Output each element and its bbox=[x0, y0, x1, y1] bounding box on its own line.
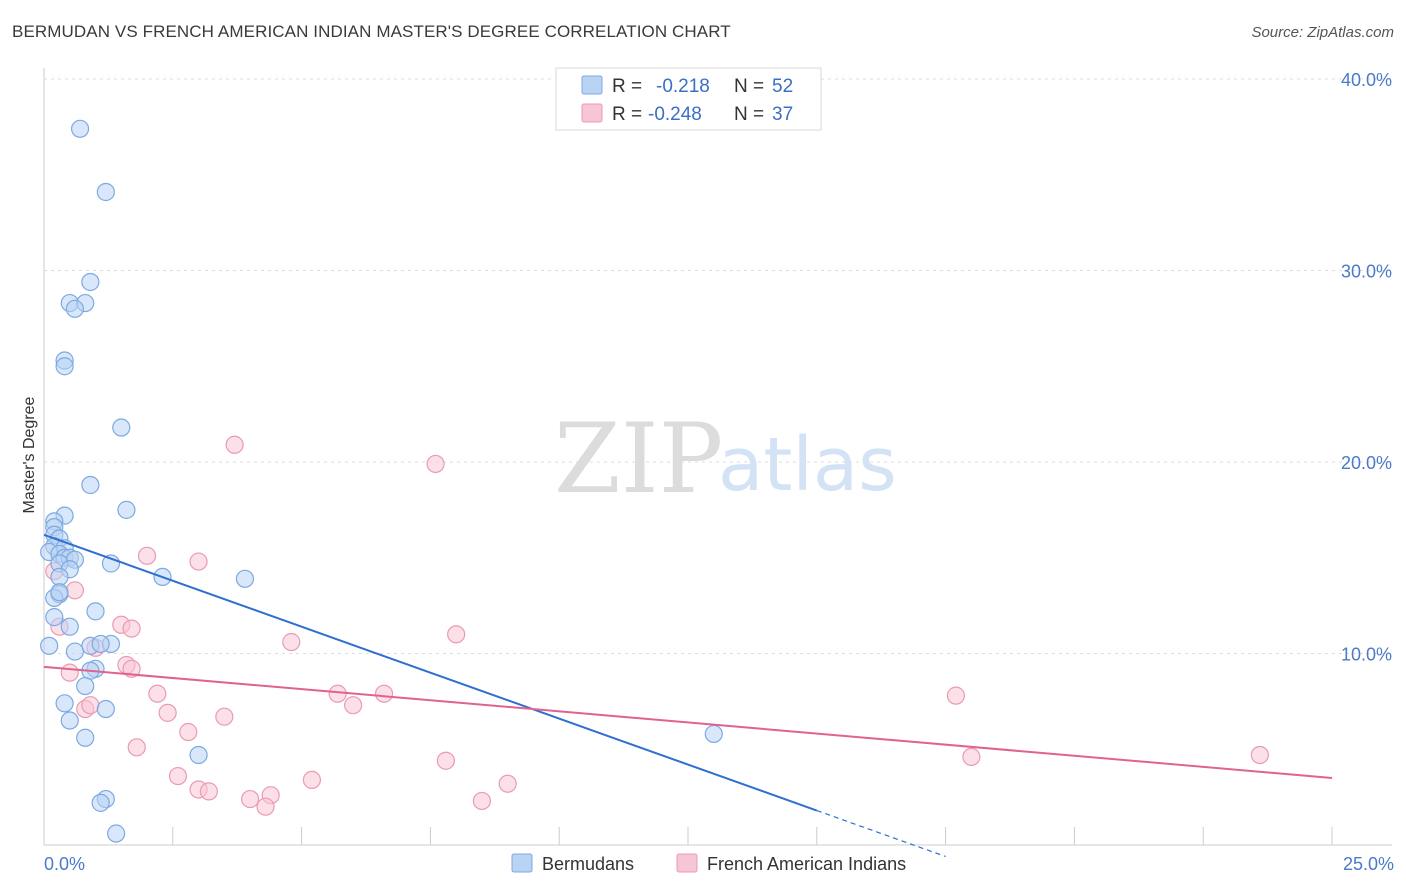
bermudans-point-51 bbox=[50, 583, 69, 602]
bermudans-point-1 bbox=[96, 182, 115, 202]
bermudans-point-2 bbox=[81, 272, 100, 292]
bermudans-point-33 bbox=[60, 617, 79, 636]
legend-pink-n-value: 37 bbox=[772, 104, 793, 125]
french-american-indians-point-20 bbox=[215, 707, 234, 726]
legend-bottom-blue-swatch bbox=[511, 853, 533, 873]
axes bbox=[43, 68, 1392, 846]
bermudans-point-41 bbox=[55, 694, 74, 713]
french-american-indians-point-3 bbox=[189, 552, 208, 571]
french-american-indians-point-25 bbox=[127, 738, 146, 757]
french-american-indians-point-22 bbox=[81, 696, 100, 715]
y-tick-label-0: 10.0% bbox=[1341, 645, 1392, 665]
french-american-indians-point-21 bbox=[344, 696, 363, 715]
french-american-indians-point-19 bbox=[158, 703, 177, 722]
legend-pink-r-value: -0.248 bbox=[648, 104, 702, 125]
bermudans-point-40 bbox=[76, 676, 95, 696]
bermudans-point-43 bbox=[60, 711, 79, 730]
legend-blue-r-value: -0.218 bbox=[656, 76, 710, 97]
legend-pink-r-label: R = bbox=[612, 104, 642, 125]
french-american-indians-point-17 bbox=[374, 684, 394, 703]
legend-pink-swatch bbox=[581, 103, 603, 123]
bermudans-point-46 bbox=[704, 724, 723, 744]
bermudans-point-5 bbox=[65, 299, 85, 318]
bermudans-point-10 bbox=[117, 500, 136, 519]
french-american-indians-point-33 bbox=[199, 782, 218, 801]
legend-blue-n-label: N = bbox=[734, 76, 764, 97]
bermudans-trend-extension bbox=[816, 809, 946, 858]
bermudans-point-44 bbox=[76, 728, 95, 747]
french-american-indians-point-29 bbox=[168, 766, 188, 786]
bermudans-point-8 bbox=[112, 418, 131, 437]
bermudans-point-37 bbox=[65, 642, 85, 661]
french-american-indians-point-1 bbox=[426, 454, 445, 474]
chart-title: BERMUDAN VS FRENCH AMERICAN INDIAN MASTE… bbox=[12, 22, 731, 41]
french-american-indians-point-36 bbox=[256, 797, 275, 816]
french-american-indians-point-5 bbox=[65, 581, 85, 600]
y-tick-label-3: 40.0% bbox=[1341, 70, 1392, 90]
bermudans-point-42 bbox=[96, 699, 115, 719]
grid-lines bbox=[44, 78, 1392, 654]
trend-lines bbox=[43, 533, 1333, 858]
legend-bottom-pink-swatch bbox=[676, 853, 698, 873]
legend-top: R = -0.218 N = 52 R = -0.248 N = 37 bbox=[555, 67, 822, 131]
bermudans-point-48 bbox=[91, 793, 110, 812]
french-american-indians-point-30 bbox=[302, 770, 322, 789]
french-american-indians-point-28 bbox=[1250, 745, 1269, 765]
bermudans-point-0 bbox=[70, 119, 90, 138]
legend-bottom-french-american-indians: French American Indians bbox=[707, 854, 906, 874]
x-tick-label-0: 0.0% bbox=[44, 854, 85, 874]
y-tick-label-1: 20.0% bbox=[1341, 453, 1392, 473]
bermudans-point-36 bbox=[40, 636, 59, 655]
legend-blue-n-value: 52 bbox=[772, 76, 793, 97]
x-tick-label-1: 25.0% bbox=[1343, 854, 1394, 874]
series-french-american-indians-points bbox=[45, 435, 1269, 816]
y-tick-labels: 10.0% 20.0% 30.0% 40.0% bbox=[1341, 70, 1392, 665]
legend-bottom: Bermudans French American Indians bbox=[511, 853, 906, 874]
watermark-zip: ZIP bbox=[554, 403, 723, 515]
bermudans-point-26 bbox=[50, 567, 69, 587]
x-tick-labels: 0.0% 25.0% bbox=[44, 854, 1394, 874]
legend-bottom-bermudans: Bermudans bbox=[542, 854, 634, 874]
y-axis-label: Master's Degree bbox=[21, 396, 38, 513]
bermudans-point-50 bbox=[91, 634, 110, 654]
legend-blue-r-label: R = bbox=[612, 76, 642, 97]
y-tick-label-2: 30.0% bbox=[1341, 262, 1392, 282]
french-american-indians-point-9 bbox=[447, 625, 466, 644]
bermudans-point-9 bbox=[81, 475, 100, 495]
french-american-indians-point-23 bbox=[946, 686, 966, 705]
french-american-indians-point-15 bbox=[148, 684, 167, 703]
bermudans-trend-line bbox=[43, 533, 818, 812]
french-american-indians-point-0 bbox=[225, 435, 244, 454]
watermark-atlas: atlas bbox=[718, 422, 897, 508]
bermudans-point-31 bbox=[86, 602, 105, 621]
legend-pink-n-label: N = bbox=[734, 104, 764, 125]
french-american-indians-point-13 bbox=[122, 659, 141, 678]
bermudans-point-45 bbox=[189, 745, 208, 765]
french-american-indians-point-26 bbox=[436, 751, 455, 770]
bermudans-point-32 bbox=[45, 608, 64, 627]
series-bermudans-points bbox=[40, 119, 723, 843]
french-american-indians-point-24 bbox=[179, 722, 198, 742]
bermudans-point-28 bbox=[235, 569, 255, 588]
bermudans-point-49 bbox=[107, 824, 126, 843]
french-american-indians-point-37 bbox=[472, 791, 492, 811]
french-american-indians-point-10 bbox=[282, 632, 301, 652]
watermark: ZIP atlas bbox=[554, 403, 897, 515]
bermudans-point-7 bbox=[55, 357, 74, 376]
french-american-indians-point-31 bbox=[498, 774, 517, 793]
french-american-indians-point-27 bbox=[962, 747, 981, 767]
french-american-indians-point-2 bbox=[137, 546, 157, 565]
french-american-indians-trend-line bbox=[43, 665, 1333, 779]
french-american-indians-point-34 bbox=[240, 789, 260, 809]
french-american-indians-point-14 bbox=[60, 663, 79, 682]
french-american-indians-point-8 bbox=[122, 619, 141, 638]
legend-blue-swatch bbox=[581, 75, 603, 95]
source-label: Source: ZipAtlas.com bbox=[1251, 24, 1394, 41]
